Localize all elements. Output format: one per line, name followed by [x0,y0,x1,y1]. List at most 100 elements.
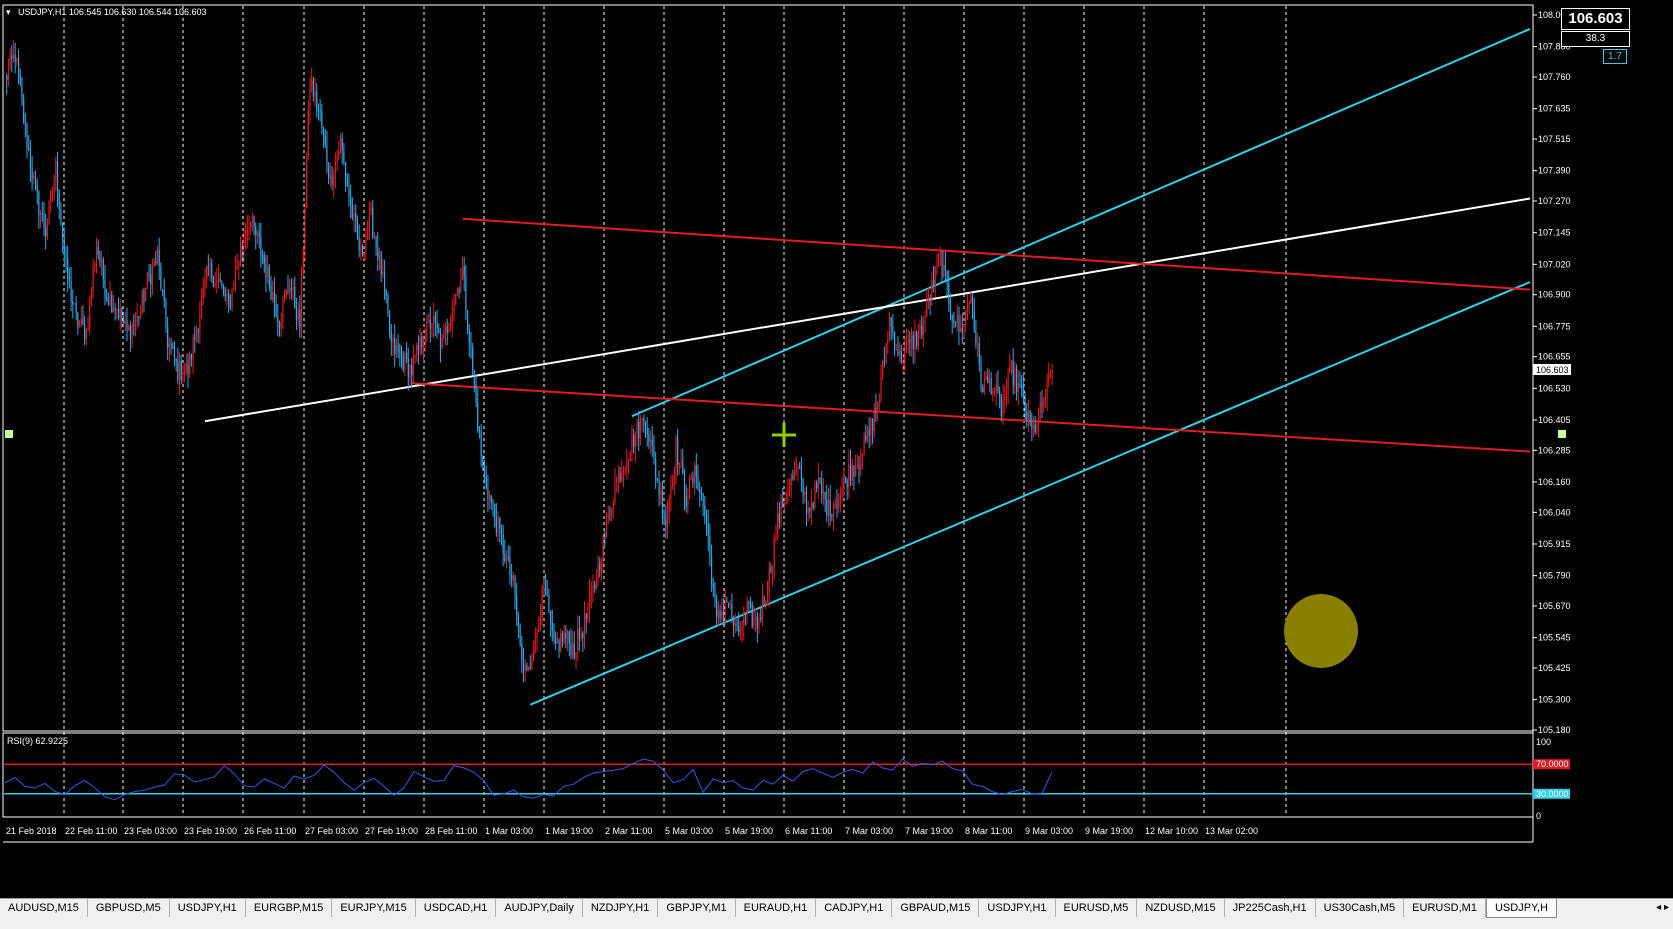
candle-body [316,91,318,110]
candle-body [116,309,118,311]
candle-body [814,482,816,508]
candle-body [516,596,518,616]
chart-tab[interactable]: EURJPY,M15 [332,899,416,917]
candle-body [583,614,586,639]
candle-body [653,445,655,460]
candle-body [63,238,65,253]
status-bar [0,919,1673,929]
upper-channel-line[interactable] [631,28,1531,418]
candle-body [749,602,752,605]
symbol-header-arrow[interactable]: ▾ [6,7,11,17]
candle-body [466,310,469,331]
candle-body [861,454,863,464]
chart-tab[interactable]: EURAUD,H1 [736,899,817,917]
candle-body [92,269,94,291]
tab-scroll-arrows-icon[interactable]: ◂ ▸ [1652,899,1673,917]
candle-body [295,307,298,320]
y-tick-label: 105.545 [1538,633,1571,643]
time-axis-ticks: 21 Feb 2018 22 Feb 11:00 23 Feb 03:00 23 Fe… [6,826,1258,836]
chart-tab[interactable]: GBPAUD,M15 [892,899,980,917]
candle-body [738,625,740,633]
chart-tab[interactable]: AUDJPY,Daily [496,899,583,917]
x-tick-label: 1 Mar 03:00 [485,826,533,836]
candle-body [751,604,753,626]
candle-body [568,631,570,644]
candle-body [443,331,445,338]
candle-body [65,252,67,259]
red-upper-line[interactable] [462,217,1531,291]
candle-body [89,298,91,328]
candle-body [602,535,604,563]
candle-body [968,302,970,306]
candle-body [565,632,567,639]
candle-body [222,286,225,295]
candlesticks [6,40,1053,683]
candle-body [43,213,45,229]
candle-body [963,325,965,333]
candle-body [261,254,264,258]
chart-tab[interactable]: JP225Cash,H1 [1225,899,1316,917]
x-tick-label: 1 Mar 19:00 [545,826,593,836]
candle-body [175,358,177,362]
candle-body [177,361,179,381]
candle-body [627,459,630,463]
candle-body [278,322,281,329]
candle-body [312,80,314,97]
x-tick-label: 9 Mar 03:00 [1025,826,1073,836]
drag-point-icon-right[interactable] [1558,430,1566,438]
chart-tab[interactable]: NZDUSD,M15 [1137,899,1225,917]
chart-tab[interactable]: EURGBP,M15 [246,899,333,917]
chart-tab[interactable]: GBPJPY,M1 [658,899,736,917]
chart-tab[interactable]: EURUSD,M5 [1056,899,1138,917]
candle-body [504,553,506,562]
chart-tab[interactable]: NZDJPY,H1 [583,899,659,917]
candle-body [475,384,477,403]
chart-tab[interactable]: US30Cash,M5 [1316,899,1405,917]
chart-tab[interactable]: EURUSD,M1 [1404,899,1486,917]
trend-lines[interactable] [204,28,1531,706]
chart-tab[interactable]: AUDUSD,M15 [0,899,88,917]
chart-tab[interactable]: USDJPY,H [1485,899,1557,918]
candle-body [368,215,370,234]
candle-body [641,417,643,421]
candle-body [78,323,81,327]
chart-tab[interactable]: USDJPY,H1 [979,899,1056,917]
candle-body [944,264,947,271]
chart-area[interactable]: 108.005 107.880 107.760 107.635 107.515 107.3… [0,0,1673,898]
candle-body [1034,424,1036,433]
candle-body [156,249,159,264]
candle-body [577,629,579,653]
candle-body [473,370,475,385]
candle-body [544,578,547,595]
candle-body [94,264,96,270]
candle-body [73,303,76,305]
rsi-tick-label: 100 [1536,737,1551,747]
candle-body [309,85,311,110]
rsi-axis-ticks: 100 70.0000 30.0000 0 [1533,737,1570,821]
candle-body [333,176,335,186]
candle-body [797,467,799,471]
candle-body [143,290,145,302]
lower-channel-line[interactable] [529,281,1531,706]
y-tick-label: 105.425 [1538,663,1571,673]
drag-point-icon[interactable] [5,430,13,438]
white-trend-line[interactable] [204,197,1531,423]
candle-body [766,593,769,602]
red-lower-line[interactable] [411,382,1531,453]
chart-tab[interactable]: USDCAD,H1 [416,899,497,917]
chart-tab[interactable]: USDJPY,H1 [170,899,246,917]
rsi-levels [4,763,1532,795]
candle-body [41,213,43,215]
chart-tab[interactable]: CADJPY,H1 [816,899,893,917]
chart-tab-bar: AUDUSD,M15 GBPUSD,M5 USDJPY,H1 EURGBP,M15 EU… [0,898,1673,919]
candle-body [150,275,152,285]
candle-body [753,617,755,626]
candle-body [819,477,821,482]
chart-tab[interactable]: GBPUSD,M5 [88,899,170,917]
tabs-container: AUDUSD,M15 GBPUSD,M5 USDJPY,H1 EURGBP,M15 EU… [0,899,1557,919]
candle-body [570,643,572,656]
candle-body [812,502,814,508]
candle-body [560,633,562,652]
candle-body [934,266,936,287]
symbol-header: USDJPY,H1 106.545 106.630 106.544 106.60… [18,7,207,17]
